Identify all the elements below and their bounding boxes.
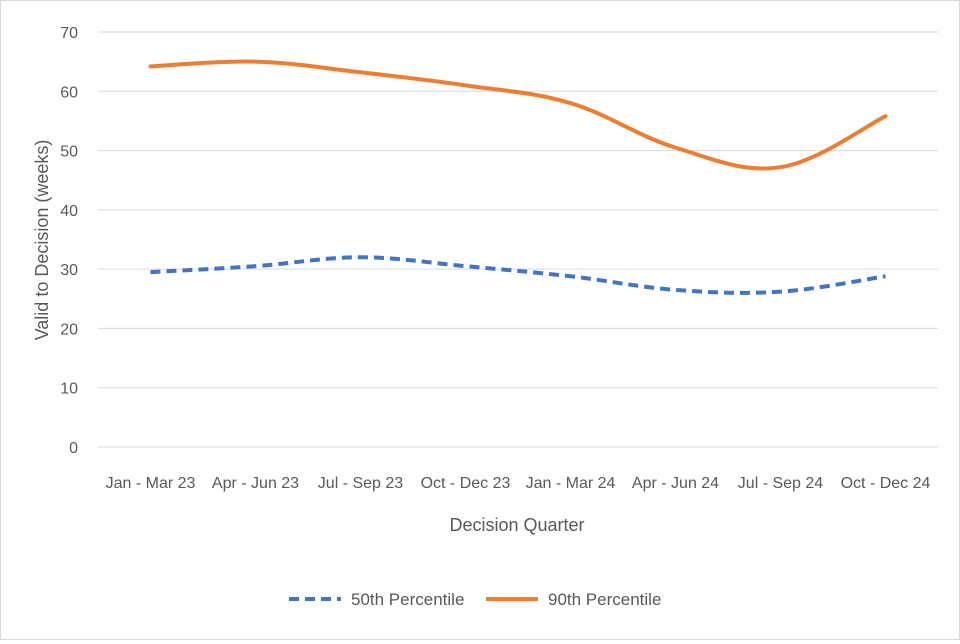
y-tick-label: 0 [69, 440, 78, 457]
x-tick-label: Jul - Sep 24 [738, 475, 823, 492]
x-tick-label: Apr - Jun 24 [632, 475, 719, 492]
y-tick-label: 40 [60, 203, 78, 220]
x-tick-label: Jan - Mar 24 [526, 475, 616, 492]
x-tick-label: Jan - Mar 23 [106, 475, 196, 492]
x-axis-title: Decision Quarter [449, 515, 584, 535]
y-axis-ticks: 0 10 20 30 40 50 60 70 [60, 25, 78, 457]
y-axis-title: Valid to Decision (weeks) [32, 140, 52, 341]
series-lines [150, 61, 885, 292]
series-line-50th-percentile [151, 257, 886, 293]
x-tick-label: Jul - Sep 23 [318, 475, 403, 492]
y-tick-label: 70 [60, 25, 78, 42]
y-tick-label: 50 [60, 144, 78, 161]
x-tick-label: Apr - Jun 23 [212, 475, 299, 492]
y-tick-label: 10 [60, 381, 78, 398]
legend: 50th Percentile 90th Percentile [289, 590, 661, 609]
gridlines [98, 32, 938, 447]
x-tick-label: Oct - Dec 24 [841, 475, 931, 492]
y-tick-label: 20 [60, 321, 78, 338]
legend-label: 90th Percentile [548, 590, 661, 609]
x-axis-ticks: Jan - Mar 23 Apr - Jun 23 Jul - Sep 23 Oct … [106, 475, 931, 492]
legend-label: 50th Percentile [351, 590, 464, 609]
x-tick-label: Oct - Dec 23 [421, 475, 511, 492]
y-tick-label: 30 [60, 262, 78, 279]
y-tick-label: 60 [60, 84, 78, 101]
series-line-90th-percentile [151, 61, 886, 168]
